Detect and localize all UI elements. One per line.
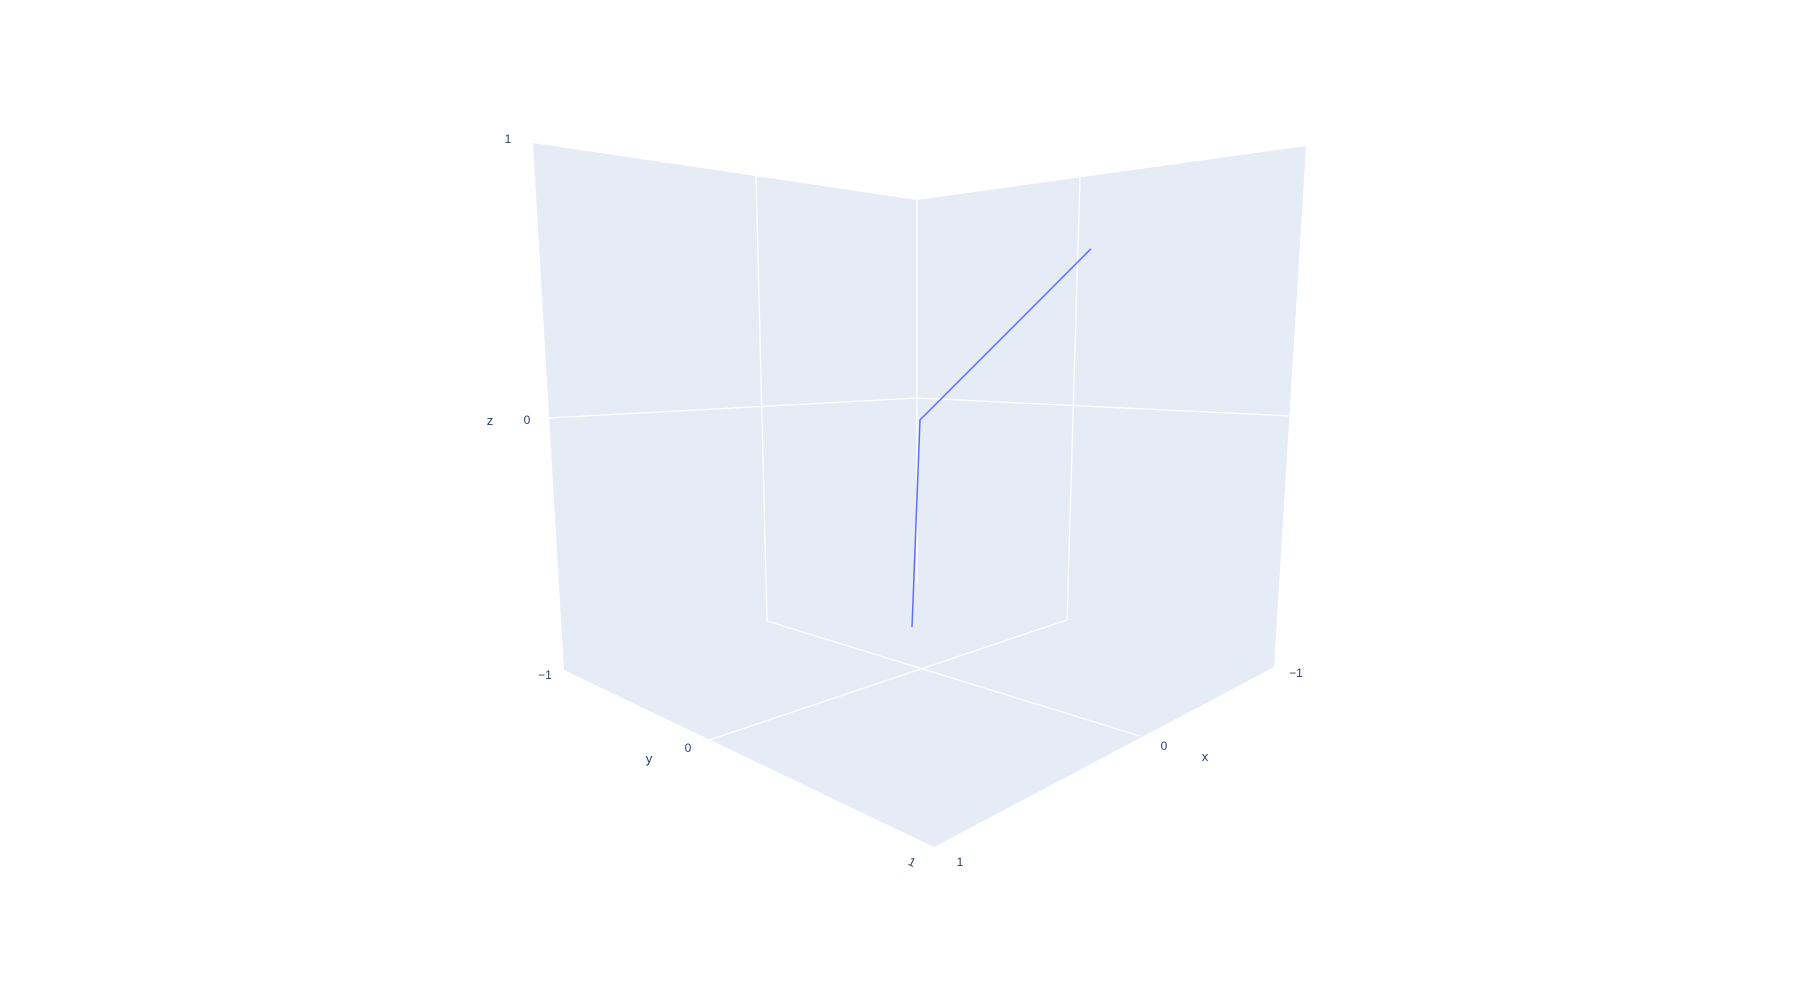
- grid-line-floor-x0: [766, 620, 1141, 737]
- x-tick-label-0: 0: [1161, 739, 1168, 753]
- scene-panes: [533, 143, 1306, 847]
- y-axis-title: y: [646, 751, 653, 766]
- back-wall-right: [917, 146, 1306, 667]
- z-axis-ticks: 1 0 −1 z: [487, 132, 552, 682]
- z-tick-label-0: 0: [524, 413, 531, 427]
- x-axis-ticks: −1 0 1 x: [957, 666, 1304, 869]
- z-axis-title: z: [487, 413, 494, 428]
- grid-line-right-wall-horizontal-mid: [916, 397, 1291, 417]
- x-tick-label-1: 1: [957, 855, 964, 869]
- y-tick-label-1: 1: [906, 854, 918, 870]
- grid-lines: [548, 175, 1291, 741]
- grid-line-floor-y0: [708, 619, 1068, 741]
- z-tick-label-1: 1: [505, 132, 512, 146]
- z-tick-label-neg1: −1: [538, 668, 552, 682]
- back-wall-left: [533, 143, 917, 670]
- series-line[interactable]: [911, 248, 1092, 628]
- grid-line-right-wall-vertical-mid: [1066, 176, 1081, 621]
- floor-pane: [564, 583, 1274, 847]
- x-tick-label-neg1: −1: [1289, 666, 1303, 680]
- grid-line-left-wall-horizontal-mid: [548, 397, 918, 419]
- y-tick-label-0: 0: [685, 741, 692, 755]
- series-lines: [911, 248, 1092, 628]
- grid-line-left-wall-vertical-mid: [755, 175, 768, 622]
- x-axis-title: x: [1202, 749, 1209, 764]
